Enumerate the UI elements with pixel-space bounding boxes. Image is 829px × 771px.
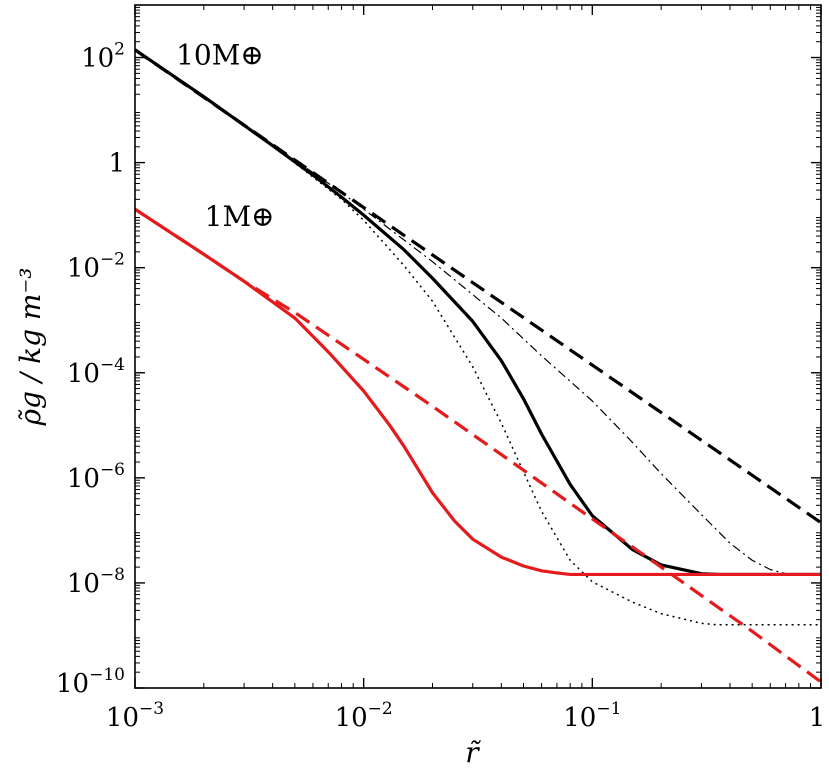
series-line-2 [135, 48, 821, 577]
series-line-5 [135, 207, 821, 684]
series-line-3 [135, 49, 821, 576]
x-tick-label: 1 [809, 703, 826, 733]
plot-series-group [135, 48, 821, 684]
annotation-1: 10M⊕ [176, 38, 264, 71]
series-line-6 [135, 207, 821, 577]
series-line-1 [135, 48, 821, 525]
y-tick-label: 10−4 [67, 355, 125, 389]
y-tick-label: 102 [81, 40, 125, 74]
plot-frame [134, 4, 822, 689]
x-tick-label: 10−1 [563, 699, 621, 733]
x-tick-label: 10−3 [106, 699, 164, 733]
y-axis-title: ρ̃g / kg m⁻³ [14, 268, 47, 427]
x-axis-title: r̃ [465, 736, 481, 769]
y-tick-label: 10−2 [67, 250, 125, 284]
y-tick-label: 10−10 [56, 665, 125, 699]
x-tick-label: 10−2 [335, 699, 393, 733]
series-line-4 [135, 49, 821, 626]
annotation-2: 1M⊕ [205, 200, 275, 233]
y-tick-label: 10−8 [67, 565, 125, 599]
y-tick-label: 1 [108, 149, 125, 179]
y-tick-label: 10−6 [67, 460, 125, 494]
